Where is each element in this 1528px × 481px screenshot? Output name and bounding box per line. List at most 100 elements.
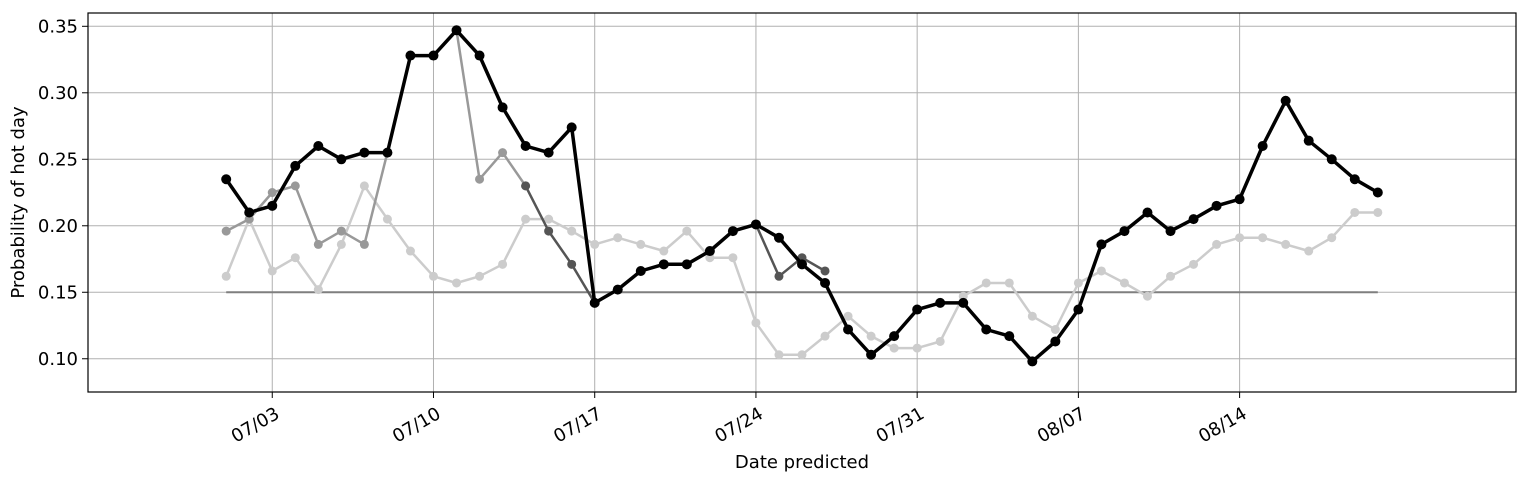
series-group xyxy=(221,25,1383,367)
y-axis-label: Probability of hot day xyxy=(8,106,29,299)
data-point xyxy=(866,331,876,341)
data-point xyxy=(1188,214,1199,225)
data-point xyxy=(958,297,969,308)
data-point xyxy=(1327,233,1337,243)
data-point xyxy=(244,207,255,218)
data-point xyxy=(544,214,554,224)
data-point xyxy=(797,259,807,270)
data-point xyxy=(820,277,831,288)
series-0 xyxy=(221,181,1383,360)
data-point xyxy=(981,278,991,288)
y-tick-label: 0.10 xyxy=(38,349,78,370)
data-point xyxy=(589,297,600,308)
data-point xyxy=(1257,140,1268,151)
data-point xyxy=(382,147,393,158)
data-point xyxy=(681,259,692,270)
data-point xyxy=(498,259,508,269)
data-point xyxy=(221,226,231,236)
x-tick-label: 07/24 xyxy=(711,403,766,447)
data-point xyxy=(636,239,646,249)
data-point xyxy=(267,188,277,198)
data-point xyxy=(313,285,323,295)
x-tick-label: 08/07 xyxy=(1034,403,1089,447)
data-point xyxy=(1096,266,1106,276)
data-point xyxy=(451,25,462,36)
data-point xyxy=(1303,135,1314,146)
data-point xyxy=(1281,239,1291,249)
data-point xyxy=(359,181,369,191)
data-point xyxy=(843,311,853,321)
data-point xyxy=(566,122,577,133)
data-point xyxy=(1073,304,1084,315)
data-point xyxy=(1349,174,1360,185)
data-point xyxy=(1258,233,1268,243)
data-point xyxy=(428,50,439,61)
data-point xyxy=(1119,226,1130,237)
data-point xyxy=(635,265,646,276)
data-point xyxy=(544,226,554,236)
data-point xyxy=(1119,278,1129,288)
plot-area-frame xyxy=(87,12,1517,393)
series-line xyxy=(524,184,827,305)
data-point xyxy=(1142,207,1153,218)
data-point xyxy=(1050,336,1061,347)
data-point xyxy=(613,233,623,243)
data-point xyxy=(751,318,761,328)
data-point xyxy=(935,336,945,346)
y-tick-label: 0.30 xyxy=(38,83,78,104)
data-point xyxy=(1165,226,1176,237)
data-point xyxy=(520,140,531,151)
data-point xyxy=(474,50,485,61)
data-point xyxy=(1211,200,1222,211)
data-point xyxy=(981,324,992,335)
y-tick-label: 0.15 xyxy=(38,282,78,303)
series-1 xyxy=(221,25,531,249)
data-point xyxy=(428,271,438,281)
data-point xyxy=(774,350,784,360)
data-point xyxy=(658,259,669,270)
data-point xyxy=(221,174,232,185)
data-point xyxy=(843,324,854,335)
series-3 xyxy=(221,25,1383,367)
data-point xyxy=(221,271,231,281)
x-tick-label: 07/10 xyxy=(389,403,444,447)
data-point xyxy=(267,200,278,211)
data-point xyxy=(475,174,485,184)
x-tick-label: 07/17 xyxy=(550,403,605,447)
x-axis-label: Date predicted xyxy=(735,452,869,473)
data-point xyxy=(1234,194,1245,205)
data-point xyxy=(313,140,324,151)
data-point xyxy=(452,278,462,288)
data-point xyxy=(336,226,346,236)
data-point xyxy=(590,239,600,249)
data-point xyxy=(543,147,554,158)
data-point xyxy=(1073,278,1083,288)
data-point xyxy=(889,343,899,353)
data-point xyxy=(567,226,577,236)
series-line xyxy=(224,28,1380,364)
data-point xyxy=(336,239,346,249)
x-tick-label: 08/14 xyxy=(1195,403,1250,447)
data-point xyxy=(774,271,784,281)
data-point xyxy=(1142,291,1152,301)
data-point xyxy=(728,253,738,263)
x-tick-label: 07/31 xyxy=(873,403,928,447)
data-point xyxy=(267,266,277,276)
data-point xyxy=(773,232,784,243)
data-point xyxy=(750,219,761,230)
data-point xyxy=(359,147,370,158)
data-point xyxy=(1189,259,1199,269)
y-tick-label: 0.25 xyxy=(38,149,78,170)
data-point xyxy=(1350,207,1360,217)
data-point xyxy=(405,50,416,61)
data-point xyxy=(1004,331,1015,342)
data-point xyxy=(866,349,877,360)
data-point xyxy=(820,331,830,341)
data-point xyxy=(1027,311,1037,321)
data-point xyxy=(659,246,669,256)
data-point xyxy=(797,350,807,360)
data-point xyxy=(1050,324,1060,334)
data-point xyxy=(912,304,923,315)
data-point xyxy=(682,226,692,236)
data-point xyxy=(1280,95,1291,106)
